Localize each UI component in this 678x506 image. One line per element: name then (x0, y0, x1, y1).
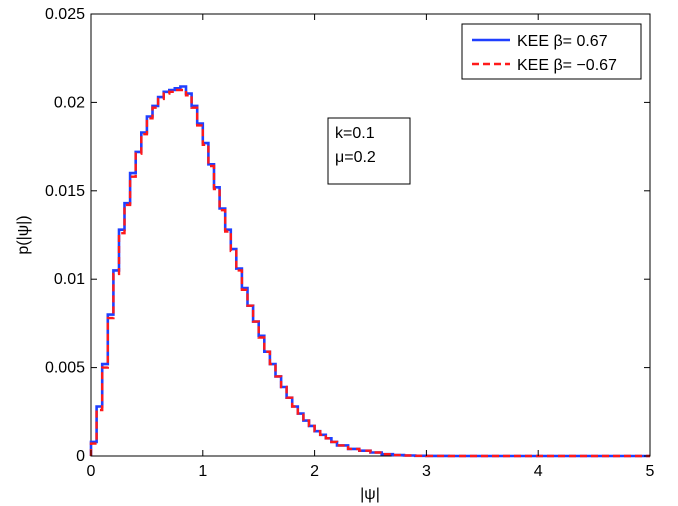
annotation-line-2: μ=0.2 (335, 149, 376, 166)
x-axis-label: |ψ| (360, 486, 380, 503)
annotation-box (327, 117, 411, 185)
y-tick-label: 0.02 (54, 94, 85, 111)
legend-box (461, 23, 642, 80)
legend: KEE β= 0.67 KEE β= −0.67 (461, 23, 642, 80)
y-tick-label: 0.005 (45, 360, 85, 377)
legend-label-series-1: KEE β= 0.67 (517, 33, 608, 50)
tick-layer: 0 1 2 3 4 5 0 0.005 0.01 0.015 0.02 0.025 (45, 6, 655, 480)
y-tick-label: 0 (76, 448, 85, 465)
legend-label-series-2: KEE β= −0.67 (517, 57, 617, 74)
x-tick-label: 0 (87, 463, 96, 480)
x-tick-label: 1 (198, 463, 207, 480)
x-tick-label: 5 (646, 463, 655, 480)
y-tick-label: 0.01 (54, 271, 85, 288)
plot-area (90, 13, 651, 457)
y-axis-label: p(|ψ|) (15, 215, 32, 254)
y-tick-label: 0.025 (45, 6, 85, 23)
annotation-line-1: k=0.1 (335, 125, 375, 142)
parameter-annotation: k=0.1 μ=0.2 (327, 117, 411, 185)
series-layer (89, 85, 650, 458)
x-tick-label: 2 (310, 463, 319, 480)
x-tick-label: 3 (422, 463, 431, 480)
x-tick-label: 4 (534, 463, 543, 480)
series-line-2 (89, 88, 650, 458)
y-tick-label: 0.015 (45, 183, 85, 200)
